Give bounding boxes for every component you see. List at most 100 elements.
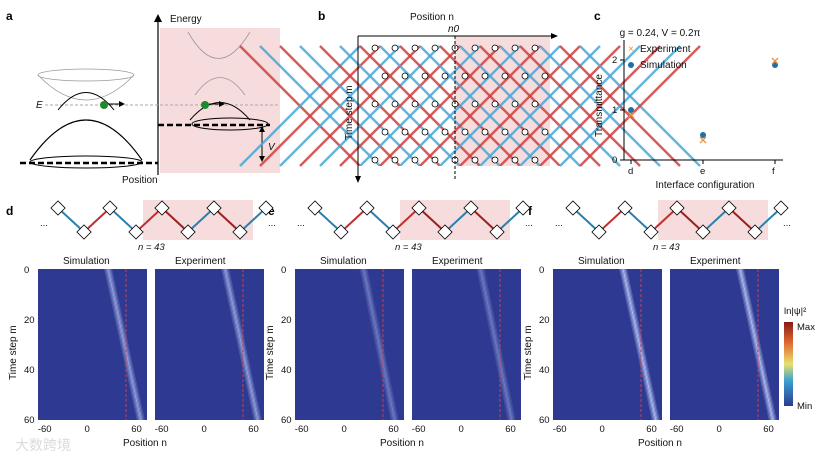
beam-splitter-node [431, 156, 439, 164]
x-axis-label: Position n [123, 438, 167, 449]
simulation-heatmap-d: Simulation -60 0 60 0 20 40 60 [24, 256, 147, 435]
beam-splitter-node [76, 224, 92, 240]
x-tick-label: 0 [600, 424, 605, 435]
x-axis-label: Position n [380, 438, 424, 449]
panel-b-lattice: Position n n0 Time step m [239, 12, 701, 186]
beam-splitter-node [391, 100, 399, 108]
beam-splitter-node [385, 224, 401, 240]
chain-link [213, 207, 241, 233]
wavepacket-trace [360, 268, 393, 421]
chain-link [135, 207, 163, 233]
beam-splitter-node [381, 128, 389, 136]
simulation-title: Simulation [320, 256, 367, 267]
wavepacket-trace [223, 268, 258, 421]
beam-splitter-node [471, 44, 479, 52]
beam-splitter-node [531, 100, 539, 108]
chain-link [187, 207, 215, 233]
beam-splitter-node [617, 200, 633, 216]
beam-splitter-node [515, 200, 531, 216]
beam-splitter-node [471, 156, 479, 164]
beam-splitter-node [421, 72, 429, 80]
y-tick-label: 40 [539, 365, 550, 376]
x-tick-label: 60 [505, 424, 516, 435]
chart-c-xlabel: Interface configuration [656, 180, 755, 191]
wavepacket-trace [621, 268, 656, 421]
chain-link [496, 207, 524, 233]
beam-splitter-node [773, 200, 789, 216]
beam-splitter-node [521, 72, 529, 80]
x-tick-label: -60 [670, 424, 684, 435]
wavepacket-trace [476, 268, 509, 421]
beam-splitter-node [258, 200, 274, 216]
beam-splitter-node [441, 128, 449, 136]
experiment-heatmap-e: Experiment -60 0 60 [412, 256, 521, 435]
wavepacket-trace [480, 268, 513, 421]
panel-label-b: b [318, 9, 325, 23]
experiment-title: Experiment [175, 256, 226, 267]
wavepacket-trace [624, 268, 659, 421]
y-tick-label: 0 [612, 155, 617, 166]
colorbar [784, 322, 793, 406]
wavepacket-trace [222, 268, 256, 421]
beam-splitter-node [371, 156, 379, 164]
time-step-label: Time step m [344, 85, 355, 140]
chain-diagram-d [50, 200, 274, 240]
chain-link [57, 207, 85, 233]
legend-experiment: Experiment [640, 44, 691, 55]
n0-label: n0 [448, 24, 460, 35]
x-tick-label: -60 [553, 424, 567, 435]
lattice-link [559, 45, 681, 167]
chain-link [83, 207, 111, 233]
chain-link [676, 207, 704, 233]
beam-splitter-node [491, 100, 499, 108]
experiment-point [627, 111, 635, 119]
chain-link [470, 207, 498, 233]
wavepacket-trace [364, 268, 397, 421]
chain-link [598, 207, 626, 233]
wavepacket-trace [736, 268, 770, 421]
panel-label-f: f [528, 204, 533, 218]
position-axis-label: Position [122, 175, 158, 186]
wavepacket-trace [359, 268, 392, 421]
wavepacket-trace [482, 268, 515, 421]
watermark: 大数跨境 [15, 437, 71, 453]
ellipsis-left: ... [297, 218, 305, 229]
chain-link [754, 207, 782, 233]
beam-splitter-node [102, 200, 118, 216]
heatmap-background [155, 269, 264, 420]
wavepacket-trace [228, 268, 262, 421]
experiment-heatmap-f: Experiment -60 0 60 [670, 256, 779, 435]
wavepacket-trace [741, 268, 776, 421]
y-axis-label: Time step m [265, 325, 276, 380]
beam-splitter-node [180, 224, 196, 240]
colorbar-min: Min [797, 401, 812, 412]
ellipsis-right: ... [525, 218, 533, 229]
x-tick-label: d [628, 166, 633, 177]
y-tick-label: 0 [281, 265, 286, 276]
beam-splitter-node [461, 72, 469, 80]
y-tick-label: 2 [612, 55, 617, 66]
chain-link [650, 207, 678, 233]
ellipsis-left: ... [555, 218, 563, 229]
beam-splitter-node [421, 128, 429, 136]
y-tick-label: 40 [281, 365, 292, 376]
wavepacket-trace [104, 268, 138, 421]
lattice-link [519, 45, 641, 167]
beam-splitter-node [501, 128, 509, 136]
y-tick-label: 0 [24, 265, 29, 276]
beam-splitter-node [531, 156, 539, 164]
beam-splitter-node [643, 224, 659, 240]
x-tick-label: f [772, 166, 775, 177]
chain-link [109, 207, 137, 233]
x-tick-label: 60 [763, 424, 774, 435]
wavepacket-trace [622, 268, 657, 421]
beam-splitter-node [411, 200, 427, 216]
simulation-point [628, 107, 634, 113]
interface-n-label: n = 43 [395, 242, 422, 253]
x-tick-label: -60 [412, 424, 426, 435]
beam-splitter-node [333, 224, 349, 240]
x-tick-label: 0 [85, 424, 90, 435]
beam-splitter-node [489, 224, 505, 240]
position-n-label: Position n [410, 12, 454, 23]
